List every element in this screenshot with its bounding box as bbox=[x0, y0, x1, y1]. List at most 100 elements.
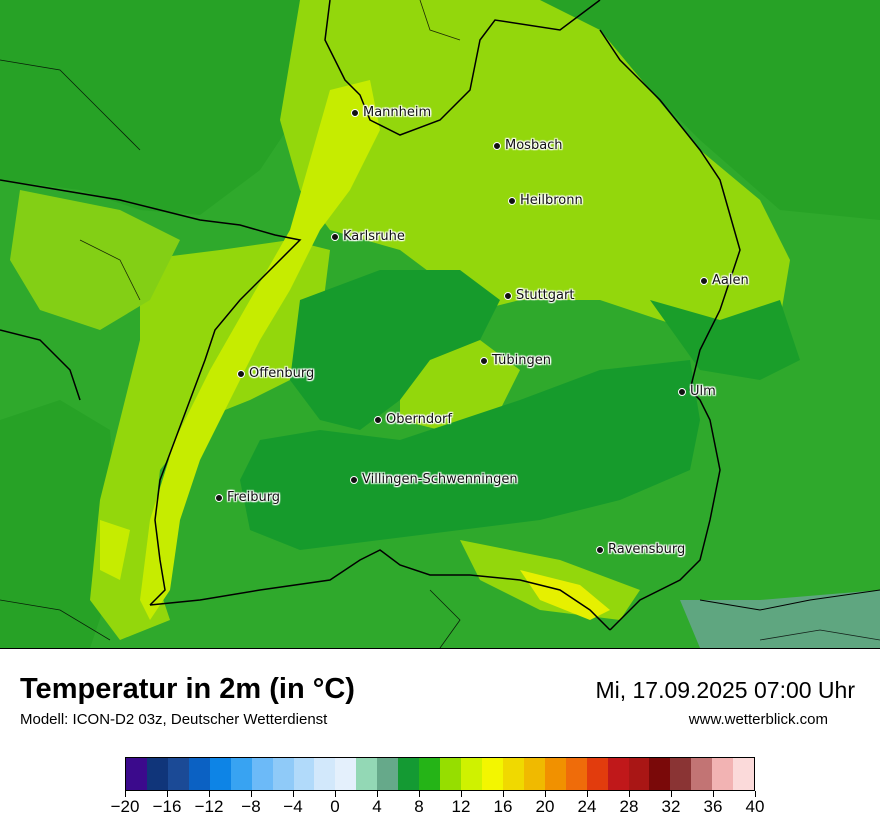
colorbar-tick bbox=[586, 791, 588, 797]
colorbar-segment bbox=[209, 758, 231, 790]
temperature-field bbox=[0, 0, 880, 648]
colorbar-tick bbox=[628, 791, 630, 797]
colorbar-segment bbox=[544, 758, 566, 790]
colorbar-segment bbox=[419, 758, 441, 790]
colorbar-segment bbox=[691, 758, 713, 790]
colorbar-segment bbox=[607, 758, 629, 790]
colorbar-tick-label: 36 bbox=[703, 797, 723, 816]
colorbar-tick bbox=[670, 791, 672, 797]
colorbar-tick-label: 4 bbox=[372, 797, 382, 816]
colorbar-segment bbox=[502, 758, 524, 790]
city-marker-offenburg: Offenburg bbox=[237, 366, 314, 381]
colorbar-segment bbox=[188, 758, 210, 790]
colorbar-tick-label: 32 bbox=[661, 797, 681, 816]
city-dot-icon bbox=[493, 141, 501, 150]
colorbar-tick bbox=[418, 791, 420, 797]
city-dot-icon bbox=[331, 232, 339, 241]
city-marker-aalen: Aalen bbox=[700, 273, 749, 288]
colorbar-segment bbox=[670, 758, 692, 790]
city-label: Heilbronn bbox=[520, 193, 583, 208]
colorbar-tick-label: −8 bbox=[241, 797, 261, 816]
city-dot-icon bbox=[215, 493, 223, 502]
city-marker-freiburg: Freiburg bbox=[215, 490, 280, 505]
map-footer: Temperatur in 2m (in °C) Modell: ICON-D2… bbox=[0, 648, 880, 831]
colorbar-tick-label: 8 bbox=[414, 797, 424, 816]
colorbar-segment bbox=[356, 758, 378, 790]
model-source: Modell: ICON-D2 03z, Deutscher Wetterdie… bbox=[20, 711, 328, 728]
city-label: Freiburg bbox=[227, 490, 281, 505]
city-marker-mosbach: Mosbach bbox=[493, 138, 563, 153]
colorbar-tick-label: 28 bbox=[619, 797, 639, 816]
colorbar-segment bbox=[481, 758, 503, 790]
city-label: Mosbach bbox=[505, 138, 563, 153]
city-dot-icon bbox=[480, 356, 488, 365]
colorbar-tick bbox=[754, 791, 756, 797]
colorbar-segment bbox=[146, 758, 168, 790]
colorbar-segment bbox=[440, 758, 461, 790]
map-title: Temperatur in 2m (in °C) bbox=[20, 673, 355, 705]
city-dot-icon bbox=[508, 196, 516, 205]
city-marker-villingen-schwenningen: Villingen-Schwenningen bbox=[350, 472, 518, 487]
city-label: Karlsruhe bbox=[343, 229, 405, 244]
forecast-datetime: Mi, 17.09.2025 07:00 Uhr bbox=[595, 677, 855, 703]
temperature-colorbar bbox=[125, 757, 755, 791]
colorbar-tick bbox=[124, 791, 126, 797]
city-marker-ravensburg: Ravensburg bbox=[596, 542, 685, 557]
colorbar-segment bbox=[377, 758, 399, 790]
city-marker-heilbronn: Heilbronn bbox=[508, 193, 583, 208]
colorbar-segment bbox=[461, 758, 482, 790]
colorbar-segment bbox=[586, 758, 608, 790]
colorbar-segment bbox=[565, 758, 587, 790]
city-marker-karlsruhe: Karlsruhe bbox=[331, 229, 405, 244]
city-dot-icon bbox=[374, 415, 382, 424]
city-marker-oberndorf: Oberndorf bbox=[374, 412, 452, 427]
city-label: Aalen bbox=[712, 273, 749, 288]
colorbar-segment bbox=[251, 758, 273, 790]
colorbar-tick-label: −20 bbox=[110, 797, 140, 816]
colorbar-tick bbox=[166, 791, 168, 797]
city-marker-stuttgart: Stuttgart bbox=[504, 288, 574, 303]
city-marker-tuebingen: Tübingen bbox=[480, 353, 551, 368]
city-dot-icon bbox=[700, 276, 708, 285]
colorbar-tick-label: 20 bbox=[535, 797, 555, 816]
city-dot-icon bbox=[596, 545, 604, 554]
city-label: Villingen-Schwenningen bbox=[362, 472, 518, 487]
city-marker-mannheim: Mannheim bbox=[351, 105, 431, 120]
colorbar-tick bbox=[376, 791, 378, 797]
colorbar-tick-label: 16 bbox=[493, 797, 513, 816]
colorbar-segment bbox=[649, 758, 671, 790]
city-label: Tübingen bbox=[492, 353, 551, 368]
colorbar-tick bbox=[502, 791, 504, 797]
colorbar-tick bbox=[544, 791, 546, 797]
colorbar-tick bbox=[334, 791, 336, 797]
colorbar-segment bbox=[230, 758, 252, 790]
colorbar-tick-label: 0 bbox=[330, 797, 340, 816]
colorbar-ticks: −20 −16 −12 −8 −4 0 4 8 12 16 20 24 28 32 36 40 bbox=[111, 791, 764, 821]
city-label: Oberndorf bbox=[386, 412, 452, 427]
colorbar-segment bbox=[293, 758, 315, 790]
colorbar-segment bbox=[712, 758, 734, 790]
city-label: Offenburg bbox=[249, 366, 315, 381]
city-label: Ulm bbox=[690, 384, 716, 399]
colorbar-tick bbox=[292, 791, 294, 797]
colorbar-tick-label: −4 bbox=[283, 797, 303, 816]
colorbar-segment bbox=[733, 758, 755, 790]
colorbar-tick bbox=[250, 791, 252, 797]
website-link[interactable]: www.wetterblick.com bbox=[688, 711, 828, 728]
city-label: Stuttgart bbox=[516, 288, 575, 303]
colorbar-segment bbox=[314, 758, 336, 790]
colorbar-tick-label: 24 bbox=[577, 797, 597, 816]
colorbar-segment bbox=[272, 758, 294, 790]
colorbar-tick bbox=[208, 791, 210, 797]
colorbar-tick-label: −16 bbox=[152, 797, 182, 816]
city-label: Ravensburg bbox=[608, 542, 686, 557]
city-marker-ulm: Ulm bbox=[678, 384, 716, 399]
city-dot-icon bbox=[350, 475, 358, 484]
colorbar-tick bbox=[712, 791, 714, 797]
colorbar-segment bbox=[335, 758, 357, 790]
city-label: Mannheim bbox=[363, 105, 432, 120]
colorbar-segment bbox=[523, 758, 545, 790]
colorbar-tick-label: −12 bbox=[194, 797, 224, 816]
colorbar-tick bbox=[460, 791, 462, 797]
city-dot-icon bbox=[504, 291, 512, 300]
